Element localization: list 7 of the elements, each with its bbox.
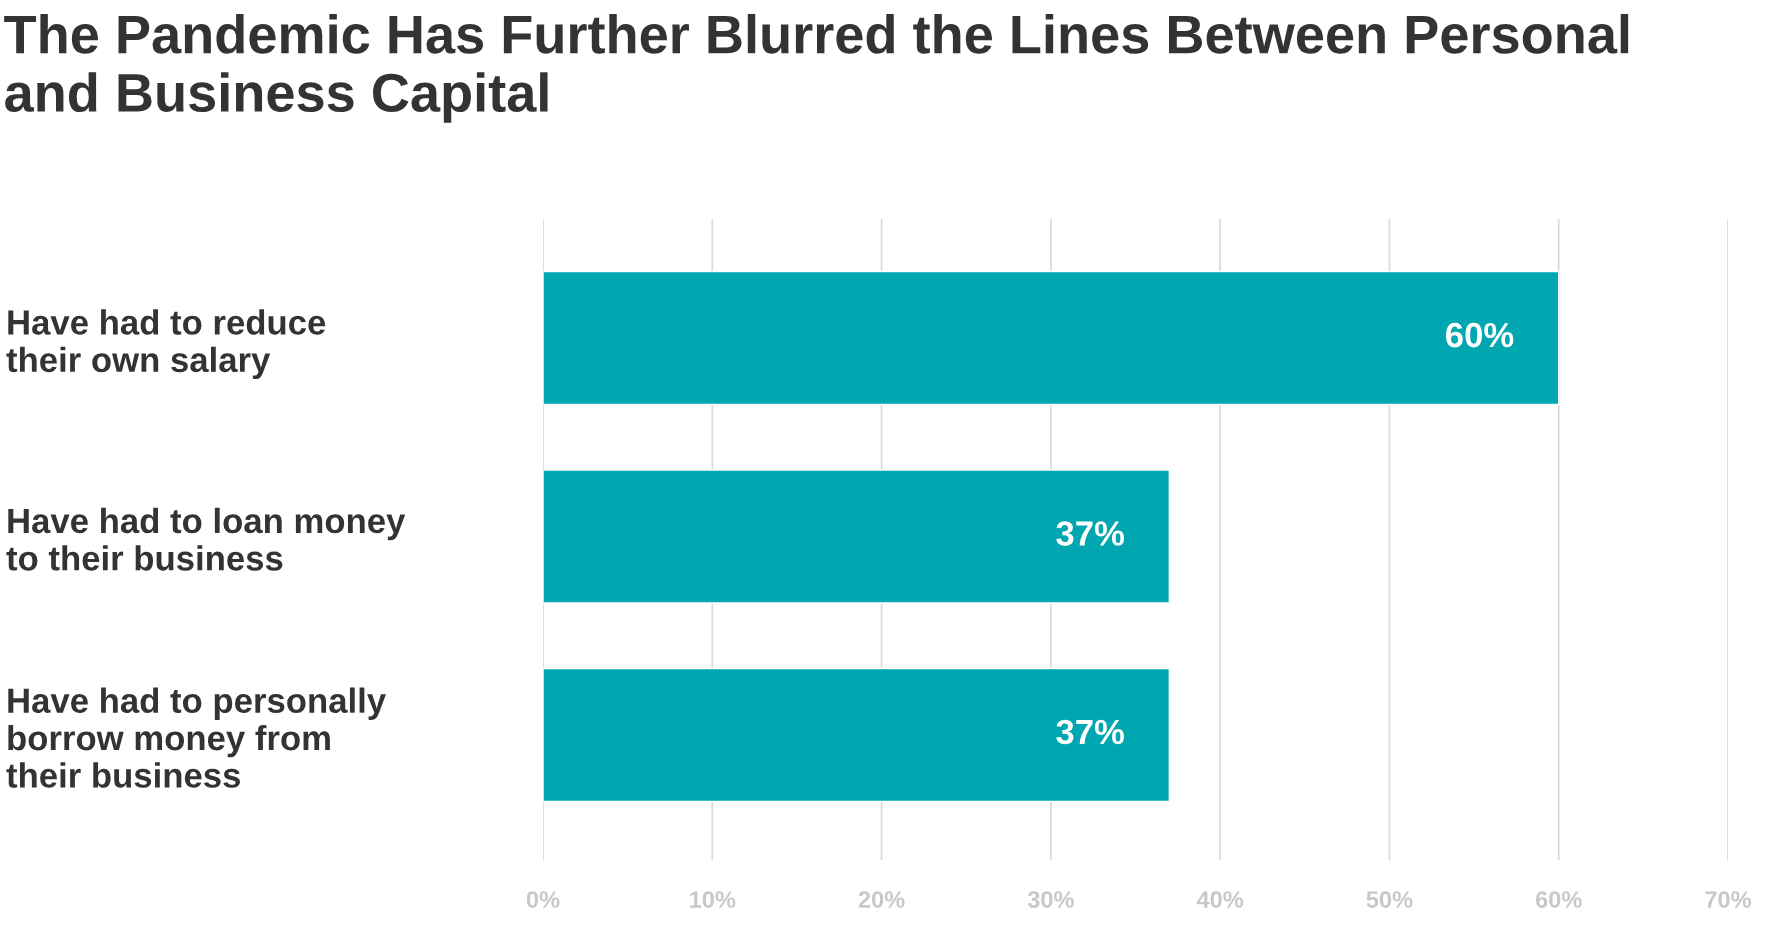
data-label: 37% [1056, 719, 1124, 745]
y-tick-label: Have had to loan money to their business [6, 507, 406, 571]
chart-title: The Pandemic Has Further Blurred the Lines Between Personal and Business Capital [4, 13, 1629, 123]
data-label: 37% [1056, 521, 1124, 546]
y-tick-label: Have had to personally borrow money from their business [6, 687, 386, 788]
data-label: 60% [1446, 322, 1514, 348]
y-tick-label: Have had to reduce their own salary [6, 309, 326, 380]
